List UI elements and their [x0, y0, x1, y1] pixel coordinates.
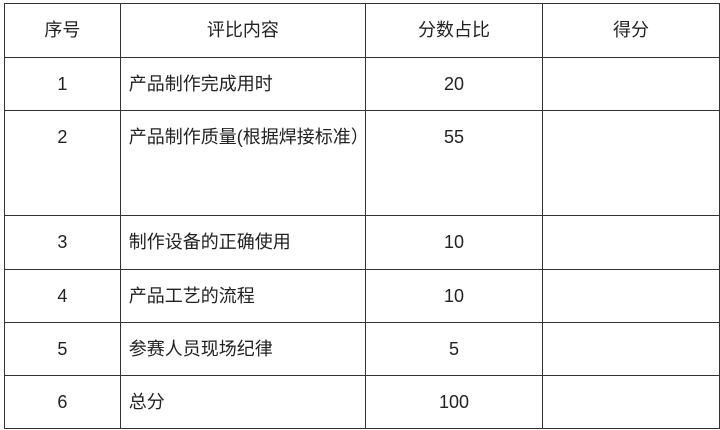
cell-no: 5	[4, 322, 121, 376]
row-ratio: 20	[444, 74, 465, 94]
scoring-table: 序号 评比内容 分数占比 得分 1 产品制作完成用时 20 2 产品制作质量(根…	[4, 3, 720, 429]
header-cell: 评比内容	[119, 3, 367, 58]
header-no: 序号	[44, 20, 81, 40]
cell-content: 产品制作质量(根据焊接标准）	[119, 110, 369, 216]
cell-score[interactable]	[542, 110, 720, 216]
header-content: 评比内容	[206, 20, 279, 40]
row-content: 产品制作完成用时	[128, 74, 273, 94]
cell-ratio: 20	[365, 57, 544, 111]
row-no: 6	[57, 392, 68, 412]
cell-ratio: 100	[365, 375, 544, 429]
cell-score[interactable]	[542, 57, 720, 111]
row-ratio: 5	[449, 339, 460, 359]
cell-ratio: 5	[365, 322, 544, 376]
cell-ratio: 10	[365, 269, 544, 323]
cell-score[interactable]	[542, 269, 720, 323]
row-no: 3	[57, 232, 68, 252]
row-content: 参赛人员现场纪律	[128, 339, 273, 359]
table-row: 1 产品制作完成用时 20	[4, 57, 720, 111]
row-no: 5	[57, 339, 68, 359]
cell-score[interactable]	[542, 375, 720, 429]
header-cell: 得分	[542, 3, 720, 58]
row-ratio: 10	[444, 232, 465, 252]
table-row: 3 制作设备的正确使用 10	[4, 215, 720, 270]
header-row: 序号 评比内容 分数占比 得分	[4, 3, 720, 58]
table-row: 2 产品制作质量(根据焊接标准） 55	[4, 110, 720, 216]
cell-ratio: 10	[365, 215, 544, 270]
header-cell: 序号	[4, 3, 121, 58]
row-content: 制作设备的正确使用	[128, 232, 291, 252]
table-row: 4 产品工艺的流程 10	[4, 269, 720, 323]
header-cell: 分数占比	[365, 3, 544, 58]
table-row: 6 总分 100	[4, 375, 720, 429]
cell-no: 3	[4, 215, 121, 270]
cell-score[interactable]	[542, 215, 720, 270]
cell-no: 6	[4, 375, 121, 429]
cell-content: 参赛人员现场纪律	[119, 322, 367, 376]
row-content: 产品工艺的流程	[128, 286, 255, 306]
row-ratio: 55	[444, 127, 465, 147]
cell-content: 产品工艺的流程	[119, 269, 367, 323]
header-ratio: 分数占比	[418, 20, 491, 40]
row-ratio: 10	[444, 286, 465, 306]
row-no: 4	[57, 286, 68, 306]
row-ratio: 100	[439, 392, 470, 412]
cell-score[interactable]	[542, 322, 720, 376]
cell-no: 1	[4, 57, 121, 111]
cell-content: 总分	[119, 375, 367, 429]
table-row: 5 参赛人员现场纪律 5	[4, 322, 720, 376]
row-no: 1	[57, 74, 68, 94]
cell-ratio: 55	[365, 110, 544, 216]
row-no: 2	[57, 127, 68, 147]
cell-no: 2	[4, 110, 121, 216]
cell-content: 产品制作完成用时	[119, 57, 367, 111]
header-score: 得分	[613, 20, 650, 40]
row-content: 总分	[128, 392, 165, 412]
cell-no: 4	[4, 269, 121, 323]
row-content: 产品制作质量(根据焊接标准）	[128, 127, 369, 147]
cell-content: 制作设备的正确使用	[119, 215, 367, 270]
